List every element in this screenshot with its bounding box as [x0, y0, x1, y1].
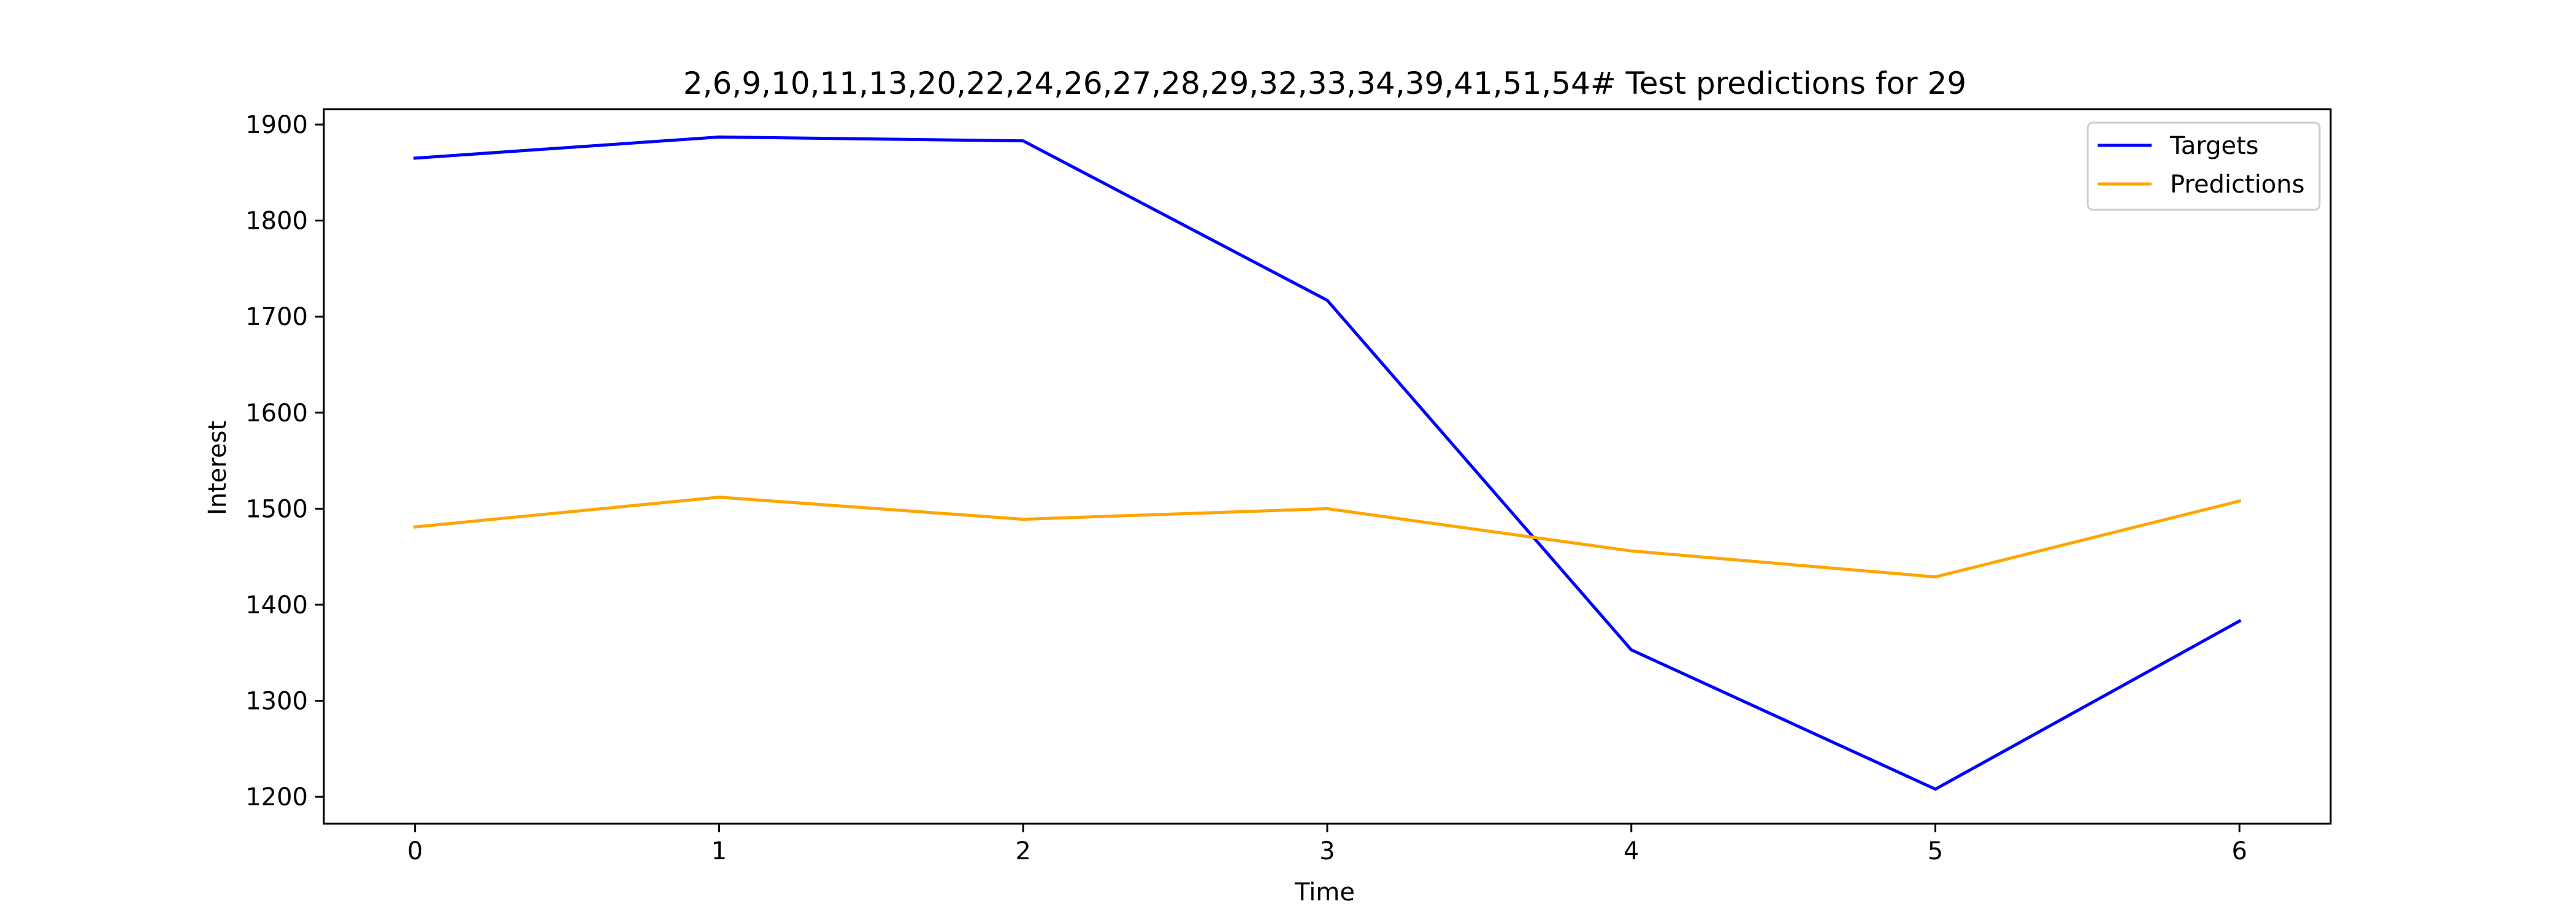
y-tick-label: 1800: [245, 207, 308, 236]
x-axis-label: Time: [1294, 878, 1355, 907]
plot-frame: [323, 108, 2332, 825]
y-tick-label: 1400: [245, 591, 308, 619]
y-tick-label: 1600: [245, 399, 308, 427]
y-axis-ticks: 1200 1300 1400 1500 1600 1700 1800 1900: [245, 111, 324, 811]
x-tick-label: 1: [711, 837, 727, 865]
x-tick-label: 4: [1623, 837, 1639, 865]
x-tick-label: 0: [407, 837, 423, 865]
y-tick-label: 1700: [245, 303, 308, 331]
legend-label-targets: Targets: [2169, 132, 2259, 160]
x-tick-label: 5: [1928, 837, 1943, 865]
series-layer: [413, 135, 2242, 791]
legend-label-predictions: Predictions: [2170, 171, 2305, 199]
x-tick-label: 6: [2232, 837, 2247, 865]
y-tick-label: 1300: [245, 688, 308, 716]
x-tick-label: 2: [1016, 837, 1031, 865]
y-tick-label: 1900: [245, 111, 308, 139]
y-tick-label: 1200: [245, 783, 308, 811]
series-line-predictions: [413, 496, 2242, 579]
y-tick-label: 1500: [245, 495, 308, 523]
x-axis-ticks: 0 1 2 3 4 5 6: [407, 824, 2247, 865]
x-tick-label: 3: [1319, 837, 1335, 865]
series-line-targets: [413, 135, 2242, 791]
chart-title: 2,6,9,10,11,13,20,22,24,26,27,28,29,32,3…: [683, 66, 1966, 101]
legend: Targets Predictions: [2087, 121, 2321, 211]
y-axis-label: Interest: [204, 421, 232, 515]
